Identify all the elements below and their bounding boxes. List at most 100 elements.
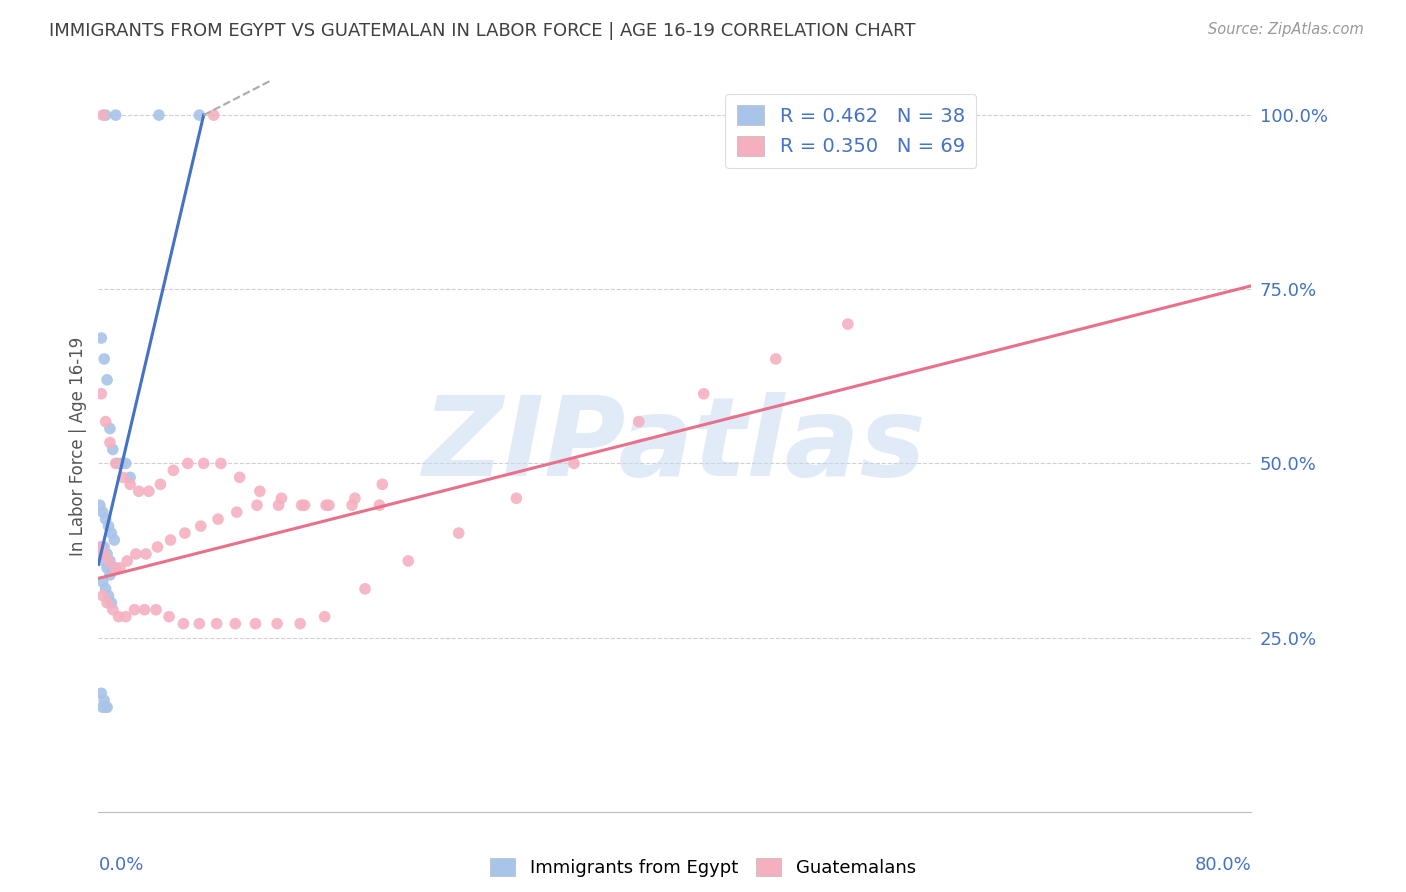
Point	[91, 574, 114, 589]
Point	[98, 421, 121, 435]
Legend: Immigrants from Egypt, Guatemalans: Immigrants from Egypt, Guatemalans	[482, 851, 924, 884]
Point	[193, 457, 215, 471]
Point	[245, 616, 267, 631]
Point	[117, 554, 139, 568]
Point	[107, 609, 129, 624]
Point	[91, 589, 114, 603]
Point	[114, 457, 136, 471]
Point	[98, 554, 121, 568]
Point	[96, 596, 118, 610]
Point	[103, 561, 125, 575]
Point	[188, 108, 211, 122]
Point	[98, 435, 121, 450]
Point	[96, 700, 118, 714]
Point	[100, 596, 122, 610]
Point	[354, 582, 377, 596]
Point	[128, 484, 150, 499]
Point	[90, 331, 112, 345]
Point	[101, 603, 124, 617]
Point	[207, 512, 229, 526]
Point	[111, 470, 134, 484]
Point	[94, 415, 117, 429]
Point	[104, 108, 127, 122]
Point	[340, 498, 363, 512]
Point	[371, 477, 394, 491]
Point	[97, 554, 120, 568]
Point	[90, 386, 112, 401]
Point	[396, 554, 419, 568]
Point	[94, 700, 117, 714]
Point	[90, 686, 112, 700]
Point	[89, 540, 111, 554]
Point	[228, 470, 250, 484]
Point	[693, 386, 716, 401]
Point	[145, 603, 167, 617]
Point	[190, 519, 212, 533]
Point	[91, 700, 114, 714]
Point	[120, 477, 142, 491]
Point	[225, 505, 247, 519]
Point	[318, 498, 340, 512]
Point	[135, 547, 157, 561]
Point	[105, 457, 128, 471]
Point	[93, 693, 115, 707]
Point	[765, 351, 787, 366]
Point	[837, 317, 859, 331]
Point	[209, 457, 232, 471]
Point	[94, 108, 117, 122]
Point	[162, 463, 184, 477]
Point	[159, 533, 181, 547]
Point	[93, 547, 115, 561]
Point	[101, 442, 124, 457]
Point	[266, 616, 288, 631]
Point	[627, 415, 650, 429]
Point	[110, 457, 132, 471]
Point	[98, 567, 121, 582]
Text: Source: ZipAtlas.com: Source: ZipAtlas.com	[1208, 22, 1364, 37]
Point	[202, 108, 225, 122]
Text: 80.0%: 80.0%	[1195, 855, 1251, 873]
Point	[103, 533, 125, 547]
Point	[91, 505, 114, 519]
Point	[368, 498, 391, 512]
Point	[270, 491, 292, 506]
Point	[447, 526, 470, 541]
Point	[91, 108, 114, 122]
Point	[94, 512, 117, 526]
Point	[97, 519, 120, 533]
Point	[177, 457, 200, 471]
Point	[188, 616, 211, 631]
Point	[562, 457, 585, 471]
Point	[172, 616, 194, 631]
Legend: R = 0.462   N = 38, R = 0.350   N = 69: R = 0.462 N = 38, R = 0.350 N = 69	[725, 94, 976, 168]
Point	[104, 457, 127, 471]
Point	[96, 547, 118, 561]
Point	[315, 498, 337, 512]
Point	[224, 616, 246, 631]
Point	[104, 561, 127, 575]
Point	[94, 582, 117, 596]
Point	[93, 351, 115, 366]
Y-axis label: In Labor Force | Age 16-19: In Labor Force | Age 16-19	[69, 336, 87, 556]
Point	[114, 609, 136, 624]
Point	[89, 498, 111, 512]
Point	[90, 540, 112, 554]
Text: ZIPatlas: ZIPatlas	[423, 392, 927, 500]
Point	[108, 561, 131, 575]
Point	[96, 561, 118, 575]
Point	[125, 547, 148, 561]
Point	[294, 498, 316, 512]
Point	[174, 526, 197, 541]
Point	[90, 547, 112, 561]
Point	[101, 561, 124, 575]
Point	[157, 609, 180, 624]
Point	[505, 491, 527, 506]
Point	[146, 540, 169, 554]
Point	[93, 554, 115, 568]
Point	[205, 616, 228, 631]
Point	[149, 477, 172, 491]
Point	[120, 470, 142, 484]
Text: IMMIGRANTS FROM EGYPT VS GUATEMALAN IN LABOR FORCE | AGE 16-19 CORRELATION CHART: IMMIGRANTS FROM EGYPT VS GUATEMALAN IN L…	[49, 22, 915, 40]
Point	[249, 484, 271, 499]
Point	[290, 616, 312, 631]
